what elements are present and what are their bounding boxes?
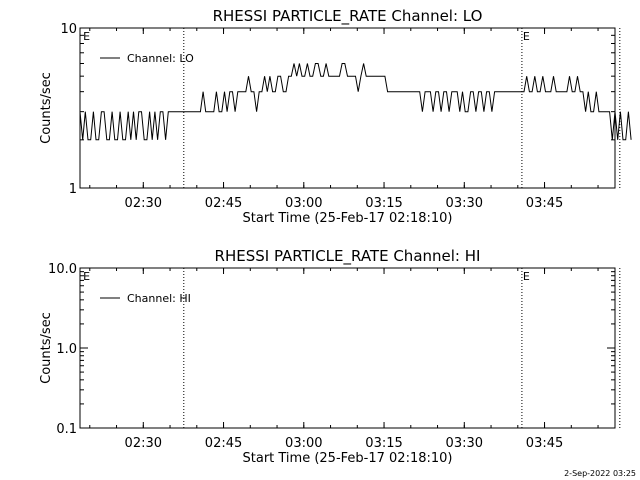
event-marker-label-lo: E — [523, 30, 530, 43]
y-tick-label-hi: 0.1 — [56, 422, 77, 437]
footer-timestamp: 2-Sep-2022 03:25 — [564, 469, 636, 478]
x-tick-label-lo: 02:45 — [205, 196, 242, 211]
legend-label-hi: Channel: HI — [127, 292, 191, 305]
y-axis-label-hi: Counts/sec — [39, 312, 54, 384]
y-tick-label-lo: 1 — [69, 182, 77, 197]
x-axis-label-lo: Start Time (25-Feb-17 02:18:10) — [243, 211, 453, 226]
y-tick-label-hi: 1.0 — [56, 342, 77, 357]
event-marker-label-hi: E — [523, 270, 530, 283]
x-tick-label-hi: 03:15 — [365, 436, 402, 451]
x-tick-label-lo: 03:45 — [526, 196, 563, 211]
x-tick-label-hi: 03:30 — [446, 436, 483, 451]
legend-label-lo: Channel: LO — [127, 52, 194, 65]
event-marker-label-hi: E — [83, 270, 90, 283]
y-tick-label-lo: 10 — [60, 22, 77, 37]
x-tick-label-hi: 03:00 — [285, 436, 322, 451]
chart-title-lo: RHESSI PARTICLE_RATE Channel: LO — [213, 7, 483, 26]
plot-frame-lo — [79, 27, 616, 189]
x-tick-label-lo: 03:15 — [365, 196, 402, 211]
x-tick-label-lo: 03:30 — [446, 196, 483, 211]
y-tick-label-hi: 10.0 — [48, 262, 77, 277]
x-tick-label-hi: 03:45 — [526, 436, 563, 451]
x-tick-label-lo: 02:30 — [125, 196, 162, 211]
x-tick-label-hi: 02:30 — [125, 436, 162, 451]
x-tick-label-lo: 03:00 — [285, 196, 322, 211]
x-tick-label-hi: 02:45 — [205, 436, 242, 451]
y-axis-label-lo: Counts/sec — [39, 72, 54, 144]
series-line-lo — [79, 63, 632, 141]
chart-title-hi: RHESSI PARTICLE_RATE Channel: HI — [215, 247, 481, 266]
x-axis-label-hi: Start Time (25-Feb-17 02:18:10) — [243, 451, 453, 466]
event-marker-label-lo: E — [83, 30, 90, 43]
